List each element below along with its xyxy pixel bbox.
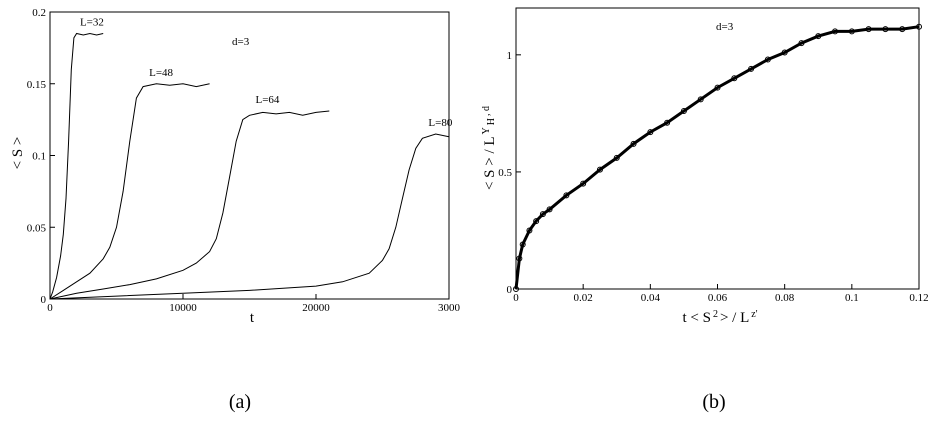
point: [539, 211, 546, 218]
point: [781, 49, 788, 56]
point: [664, 119, 671, 126]
annotation: d=3: [716, 21, 734, 33]
point: [580, 180, 587, 187]
y-tick-label: 0.2: [32, 7, 46, 19]
series-label: L=32: [80, 17, 104, 29]
point: [533, 218, 540, 225]
point: [519, 241, 526, 248]
point: [916, 23, 922, 30]
y-axis-label-part: , d: [481, 106, 492, 116]
y-axis-label-part: < S >: [10, 137, 26, 170]
x-tick-label: 0.02: [574, 292, 593, 304]
point: [848, 28, 855, 35]
point: [714, 84, 721, 91]
x-axis-label-part: t: [250, 310, 255, 326]
x-axis-label-part: t < S: [682, 310, 710, 326]
x-tick-label: 10000: [169, 302, 197, 314]
y-axis-label-part: Y: [481, 127, 492, 134]
point: [832, 28, 839, 35]
point: [731, 75, 738, 82]
x-tick-label: 3000: [438, 302, 461, 314]
x-tick-label: 0.12: [909, 292, 928, 304]
series-line: [49, 32, 104, 300]
x-tick-label: 20000: [302, 302, 330, 314]
point: [630, 140, 637, 147]
point: [899, 26, 906, 33]
point: [546, 206, 553, 213]
caption: (b): [702, 391, 725, 413]
y-tick-label: 0.15: [27, 79, 47, 91]
x-axis-label-part: > / L: [720, 310, 749, 326]
y-axis-label-part: H: [486, 118, 497, 125]
point: [748, 65, 755, 72]
point: [613, 154, 620, 161]
point: [680, 108, 687, 115]
series-label: L=64: [256, 94, 280, 106]
x-axis-label-part: 2: [713, 309, 718, 320]
y-tick-label: 0: [507, 284, 513, 296]
point: [647, 129, 654, 136]
point: [815, 33, 822, 40]
point: [798, 40, 805, 47]
y-tick-label: 0: [41, 294, 47, 306]
x-tick-label: 0.08: [775, 292, 795, 304]
series-line: [49, 83, 210, 300]
x-tick-label: 0: [513, 292, 519, 304]
x-tick-label: 0.06: [708, 292, 728, 304]
y-axis-label: < S > / L YH , d: [481, 106, 499, 190]
point: [513, 286, 519, 292]
y-tick-label: 0.05: [27, 222, 47, 234]
y-tick-label: 0.1: [32, 151, 46, 163]
x-tick-label: 0.04: [641, 292, 661, 304]
point: [697, 96, 704, 103]
plot-frame: [515, 7, 920, 290]
point: [526, 227, 533, 234]
x-tick-label: 0.1: [845, 292, 859, 304]
point: [764, 56, 771, 63]
y-axis-label-part: < S > / L: [482, 136, 498, 190]
point: [516, 255, 523, 262]
y-axis-label: < S >: [10, 137, 26, 170]
y-tick-label: 0.5: [498, 167, 512, 179]
point: [596, 166, 603, 173]
series-label: L=80: [428, 117, 452, 129]
x-tick-label: 0: [47, 302, 53, 314]
series-label: L=48: [149, 67, 173, 79]
x-axis-label: t: [250, 310, 255, 326]
point: [882, 26, 889, 33]
series-line: [49, 110, 330, 300]
annotation: d=3: [232, 36, 250, 48]
point: [865, 26, 872, 33]
x-axis-label-part: z': [751, 309, 757, 320]
y-tick-label: 1: [507, 50, 513, 62]
series-line: [514, 25, 920, 290]
series-line: [49, 133, 450, 300]
caption: (a): [229, 391, 251, 413]
point: [563, 192, 570, 199]
plot-frame: [49, 11, 450, 300]
